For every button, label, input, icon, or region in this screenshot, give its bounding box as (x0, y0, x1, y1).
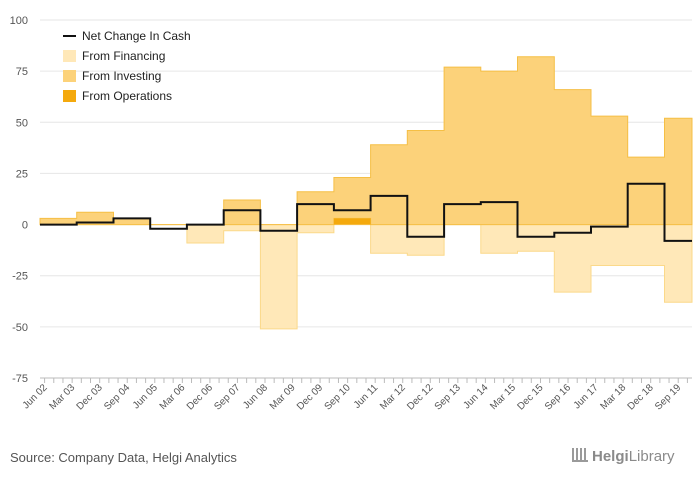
y-tick-label: -50 (12, 322, 28, 334)
x-tick-label: Dec 06 (185, 382, 215, 412)
x-tick-label: Jun 11 (352, 382, 381, 411)
x-tick-label: Sep 19 (653, 382, 683, 412)
x-tick-label: Sep 04 (102, 382, 132, 412)
source-note: Source: Company Data, Helgi Analytics (10, 450, 237, 465)
legend-label: Net Change In Cash (82, 29, 191, 43)
legend-swatch (63, 90, 76, 102)
legend-swatch (63, 70, 76, 82)
operations-area (40, 218, 692, 225)
net-change-line (40, 182, 692, 242)
x-tick-label: Mar 12 (378, 382, 408, 412)
x-tick-label: Dec 15 (515, 382, 545, 412)
y-tick-label: 50 (16, 117, 28, 129)
x-tick-label: Dec 03 (75, 382, 105, 412)
brand-thin: Library (628, 448, 675, 465)
x-tick-label: Mar 09 (268, 382, 298, 412)
x-tick-label: Dec 12 (405, 382, 435, 412)
x-tick-label: Sep 16 (543, 382, 573, 412)
y-tick-label: 25 (16, 168, 28, 180)
brand-bold: Helgi (592, 448, 629, 465)
legend: Net Change In Cash From Financing From Inv… (63, 29, 191, 103)
x-tick-label: Mar 18 (598, 382, 628, 412)
x-tick-label: Jun 05 (131, 382, 160, 411)
x-tick-label: Dec 18 (626, 382, 656, 412)
y-tick-label: -75 (12, 373, 28, 385)
financing-area (40, 224, 693, 330)
legend-swatch (63, 50, 76, 62)
investing-area (39, 56, 693, 226)
x-tick-label: Jun 08 (241, 382, 270, 411)
x-tick-label: Jun 17 (572, 382, 601, 411)
legend-label: From Operations (82, 89, 172, 103)
x-tick-label: Jun 02 (21, 382, 50, 411)
x-tick-label: Sep 10 (323, 382, 353, 412)
legend-label: From Investing (82, 69, 161, 83)
y-tick-label: -25 (12, 271, 28, 283)
x-tick-label: Dec 09 (295, 382, 325, 412)
x-tick-label: Mar 15 (488, 382, 518, 412)
y-tick-label: 100 (10, 15, 28, 27)
y-tick-label: 75 (16, 66, 28, 78)
x-tick-label: Sep 13 (433, 382, 463, 412)
x-tick-label: Sep 07 (212, 382, 242, 412)
x-tick-label: Mar 03 (47, 382, 77, 412)
x-tick-label: Mar 06 (158, 382, 188, 412)
legend-label: From Financing (82, 49, 165, 63)
library-icon (572, 448, 588, 462)
brand-logo: HelgiLibrary (572, 448, 675, 465)
x-tick-label: Jun 14 (461, 382, 490, 411)
y-tick-label: 0 (22, 220, 28, 232)
net-change-line-group (40, 182, 692, 242)
